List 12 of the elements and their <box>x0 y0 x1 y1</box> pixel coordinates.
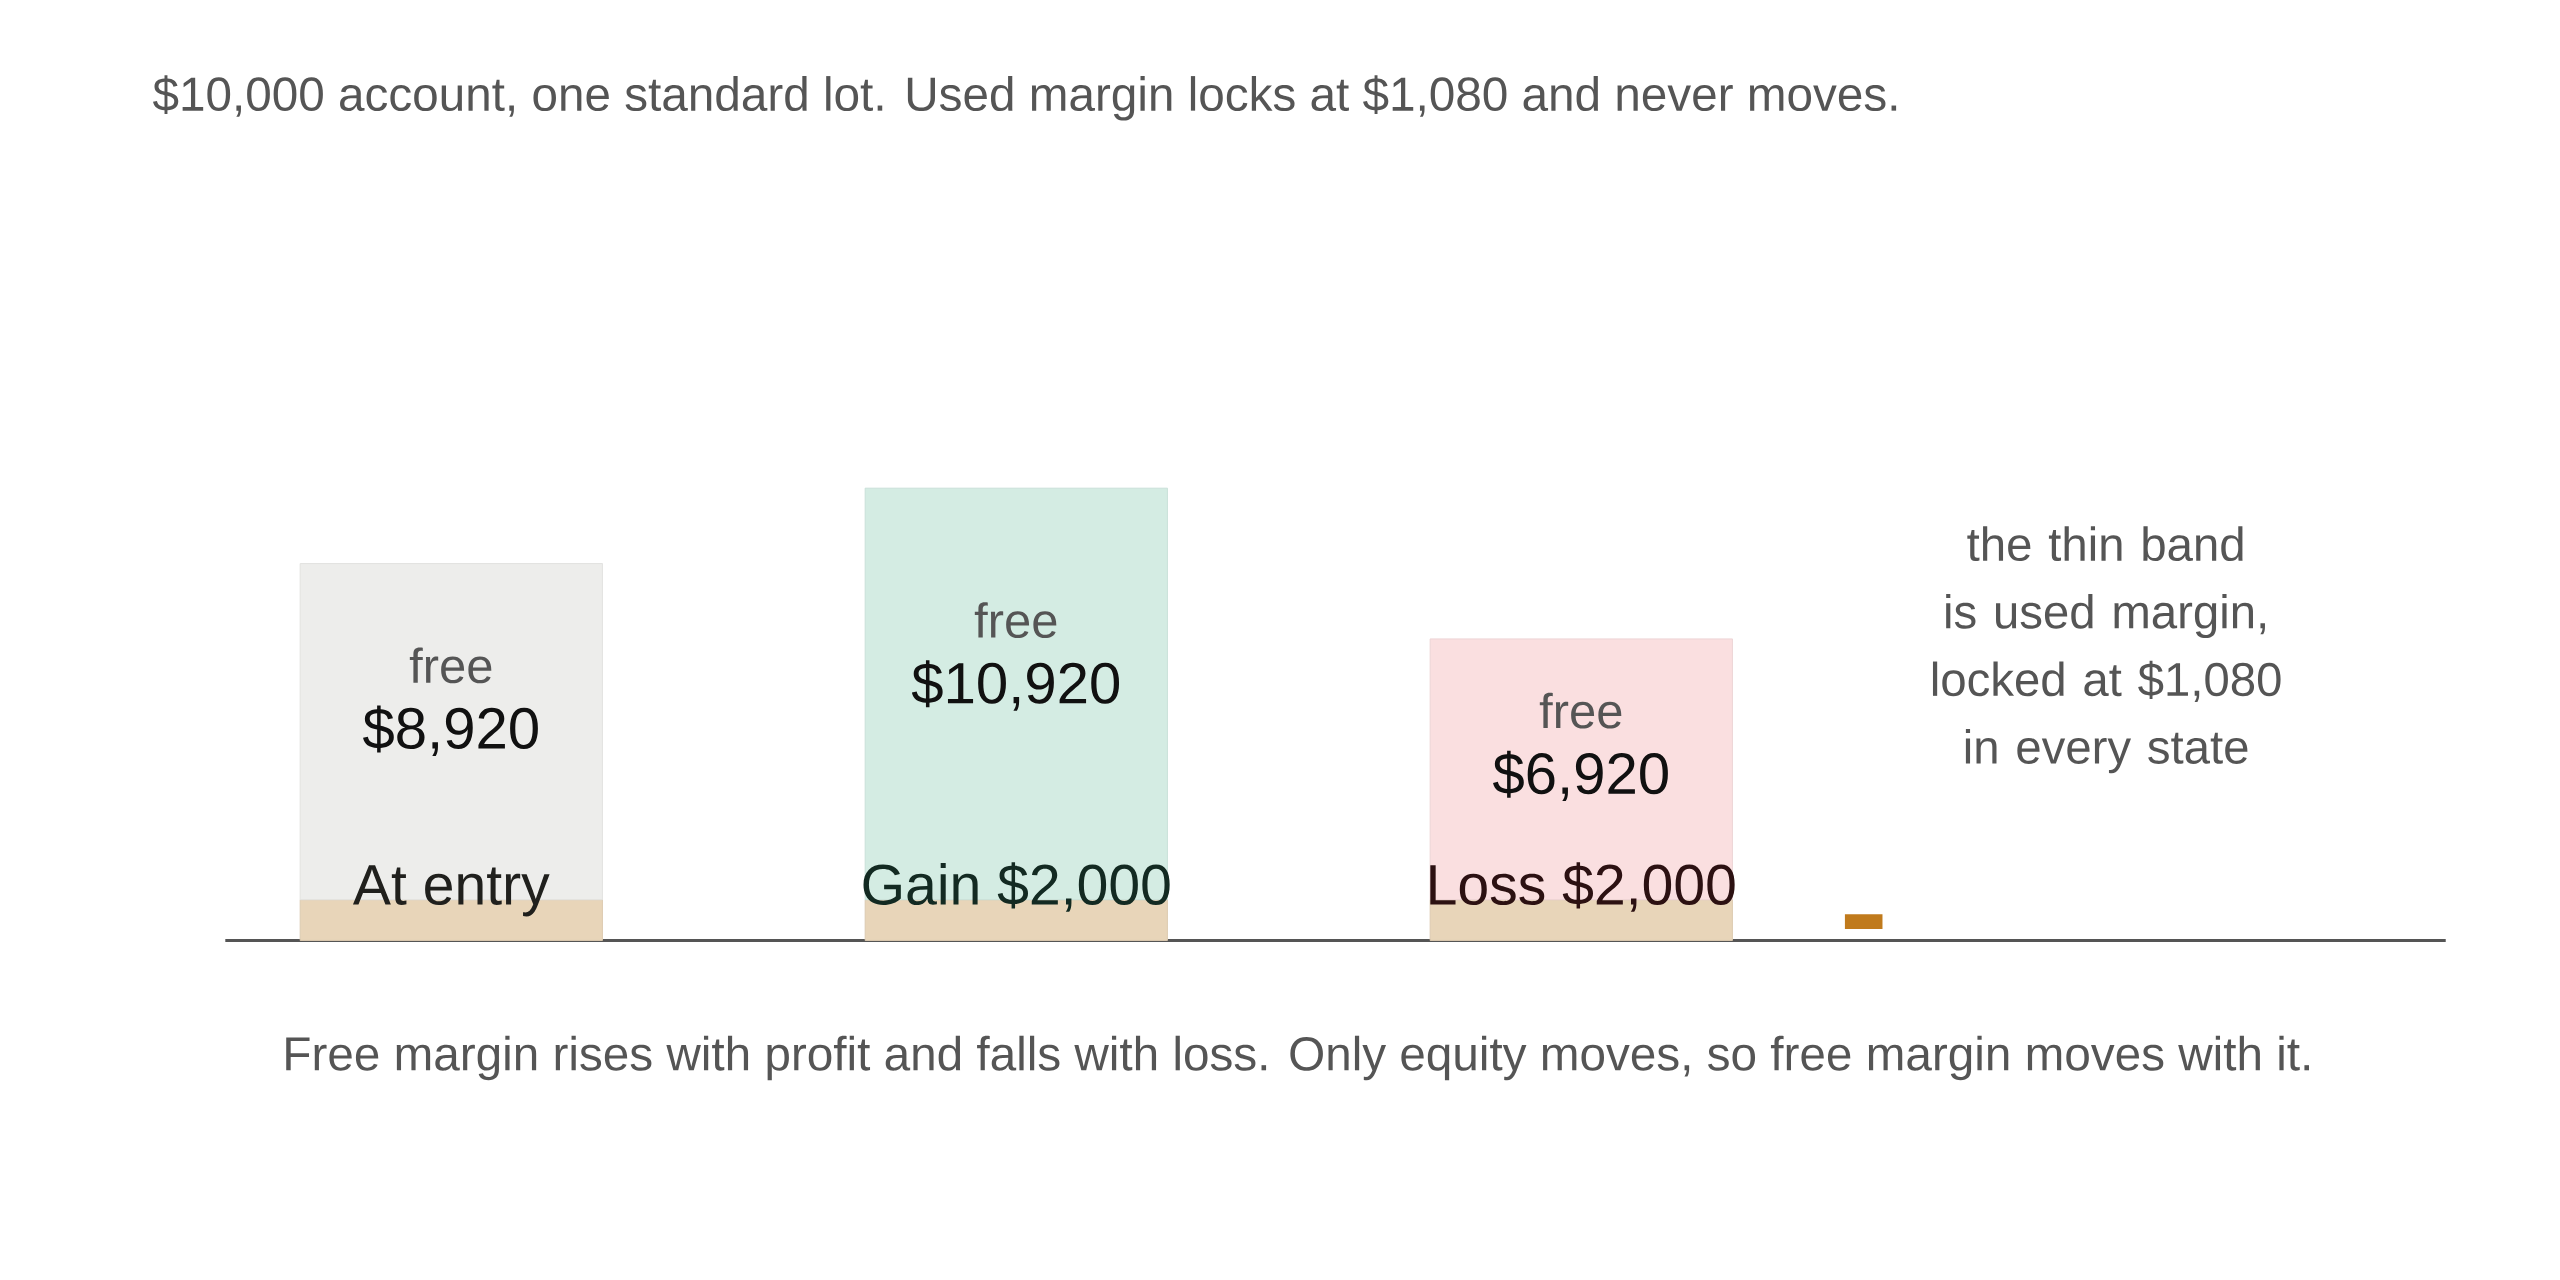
data-label: $6,920 <box>1493 750 1668 802</box>
x-tick-label: Gain $2,000 <box>863 862 1170 912</box>
x-tick-label: At entry <box>352 865 550 917</box>
text: free <box>974 602 1057 639</box>
chart-title: $10,000 account, one standard lot. Used margin locks at $1,080 and never moves. <box>153 75 1897 121</box>
text: Free margin rises with profit and falls with loss. Only equity moves, so free margin moves with it. <box>286 1035 2309 1081</box>
x-tick-label: Loss $2,000 <box>1430 862 1735 912</box>
text: the thin band is used margin, locked at $1,080 in every state <box>1932 526 2281 774</box>
series-label: free <box>1539 692 1622 729</box>
data-label: $10,920 <box>911 660 1120 711</box>
data-label: $8,920 <box>363 705 538 756</box>
text: free <box>409 647 492 684</box>
